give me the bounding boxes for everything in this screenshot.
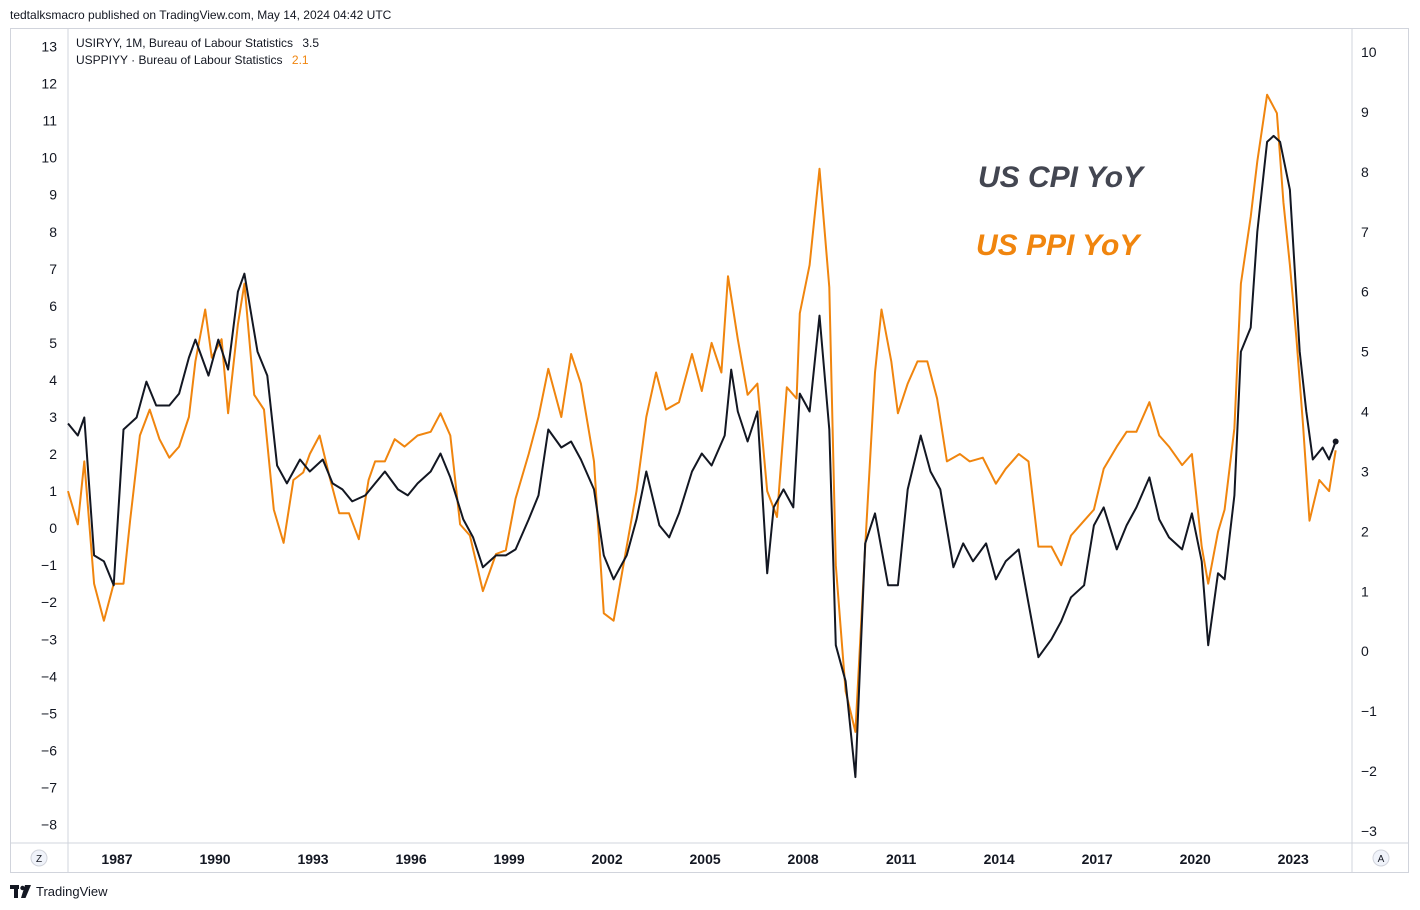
- left-tick-label: −3: [41, 631, 57, 647]
- right-tick-label: 10: [1361, 44, 1377, 60]
- right-tick-label: 7: [1361, 224, 1369, 240]
- left-tick-label: 2: [49, 446, 57, 462]
- x-tick-label: 2008: [788, 851, 819, 867]
- right-tick-label: −1: [1361, 703, 1377, 719]
- time-axis: 1987 1990 1993 1996 1999 2002 2005 2008 2011 2014…: [101, 851, 1309, 867]
- legend-ppi-label: USPPIYY · Bureau of Labour Statistics: [76, 53, 283, 67]
- x-tick-label: 1993: [297, 851, 328, 867]
- left-tick-label: 10: [41, 150, 57, 166]
- scale-mode-left-button[interactable]: Z: [30, 849, 48, 867]
- scale-mode-left-label: Z: [36, 854, 42, 865]
- left-tick-label: 13: [41, 39, 57, 55]
- auto-scale-label: A: [1378, 854, 1385, 865]
- left-tick-label: 8: [49, 224, 57, 240]
- right-tick-label: 3: [1361, 463, 1369, 479]
- left-tick-label: 9: [49, 187, 57, 203]
- legend-ppi-value: 2.1: [292, 53, 309, 67]
- left-tick-label: 6: [49, 298, 57, 314]
- x-tick-label: 1990: [199, 851, 230, 867]
- annotation-cpi: US CPI YoY: [978, 161, 1146, 194]
- left-tick-label: 0: [49, 520, 57, 536]
- annotation-ppi: US PPI YoY: [976, 229, 1142, 262]
- left-tick-label: −2: [41, 594, 57, 610]
- left-tick-label: 7: [49, 261, 57, 277]
- x-tick-label: 2011: [886, 851, 917, 867]
- left-tick-label: −7: [41, 779, 57, 795]
- right-tick-label: 4: [1361, 404, 1369, 420]
- right-tick-label: 1: [1361, 583, 1369, 599]
- left-tick-label: −4: [41, 668, 57, 684]
- left-tick-label: −8: [41, 816, 57, 832]
- x-tick-label: 1996: [395, 851, 426, 867]
- right-tick-label: 9: [1361, 104, 1369, 120]
- footer: TradingView: [10, 884, 108, 899]
- x-tick-label: 2020: [1180, 851, 1211, 867]
- x-tick-label: 1987: [101, 851, 132, 867]
- cpi-last-point: [1332, 438, 1339, 445]
- tradingview-logo-icon: [10, 884, 31, 898]
- left-tick-label: 5: [49, 335, 57, 351]
- legend-cpi-label: USIRYY, 1M, Bureau of Labour Statistics: [76, 36, 293, 50]
- x-tick-label: 2023: [1278, 851, 1309, 867]
- right-tick-label: 8: [1361, 164, 1369, 180]
- left-tick-label: −5: [41, 705, 57, 721]
- left-tick-label: −1: [41, 557, 57, 573]
- ppi-line: [67, 93, 1337, 733]
- left-tick-label: 12: [41, 76, 57, 92]
- x-tick-label: 2005: [690, 851, 721, 867]
- x-tick-label: 1999: [493, 851, 524, 867]
- auto-scale-button[interactable]: A: [1372, 849, 1390, 867]
- left-tick-label: 11: [42, 113, 57, 129]
- plot-area[interactable]: [67, 93, 1339, 779]
- legend-ppi: USPPIYY · Bureau of Labour Statistics 2.…: [76, 53, 309, 67]
- right-tick-label: 5: [1361, 344, 1369, 360]
- publish-header: tedtalksmacro published on TradingView.c…: [10, 8, 392, 22]
- right-tick-label: −2: [1361, 763, 1377, 779]
- x-tick-label: 2017: [1082, 851, 1113, 867]
- legend-cpi-value: 3.5: [302, 36, 319, 50]
- legend-cpi: USIRYY, 1M, Bureau of Labour Statistics …: [76, 36, 319, 50]
- footer-brand: TradingView: [36, 884, 108, 899]
- left-tick-label: −6: [41, 742, 57, 758]
- left-tick-label: 1: [49, 483, 57, 499]
- cpi-line: [67, 134, 1337, 779]
- left-tick-label: 3: [49, 409, 57, 425]
- right-tick-label: 2: [1361, 523, 1369, 539]
- legend: USIRYY, 1M, Bureau of Labour Statistics …: [76, 36, 319, 67]
- x-tick-label: 2002: [592, 851, 623, 867]
- chart-frame: [10, 28, 1409, 873]
- right-tick-label: 0: [1361, 643, 1369, 659]
- left-tick-label: 4: [49, 372, 57, 388]
- right-tick-label: −3: [1361, 823, 1377, 839]
- x-tick-label: 2014: [984, 851, 1015, 867]
- right-tick-label: 6: [1361, 284, 1369, 300]
